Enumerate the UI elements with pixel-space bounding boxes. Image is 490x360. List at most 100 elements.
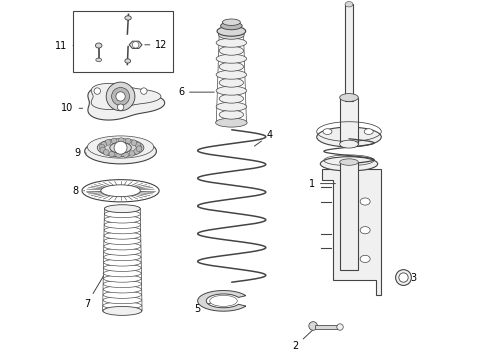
Ellipse shape bbox=[104, 226, 141, 234]
Ellipse shape bbox=[104, 232, 141, 239]
Ellipse shape bbox=[220, 22, 242, 30]
Circle shape bbox=[117, 104, 124, 111]
Ellipse shape bbox=[216, 118, 247, 127]
Bar bbox=[315, 325, 338, 329]
Ellipse shape bbox=[104, 211, 140, 218]
Ellipse shape bbox=[345, 1, 353, 7]
Ellipse shape bbox=[97, 139, 144, 157]
Ellipse shape bbox=[125, 59, 131, 63]
Ellipse shape bbox=[216, 54, 246, 63]
Ellipse shape bbox=[104, 243, 141, 250]
Ellipse shape bbox=[103, 270, 141, 277]
Ellipse shape bbox=[104, 253, 141, 261]
Ellipse shape bbox=[320, 157, 378, 171]
Circle shape bbox=[106, 82, 135, 111]
Ellipse shape bbox=[340, 94, 358, 102]
Ellipse shape bbox=[96, 43, 102, 48]
Ellipse shape bbox=[219, 78, 244, 87]
Ellipse shape bbox=[219, 62, 244, 71]
Text: 7: 7 bbox=[84, 276, 104, 309]
Circle shape bbox=[125, 138, 131, 144]
Ellipse shape bbox=[103, 291, 142, 298]
Ellipse shape bbox=[103, 286, 142, 293]
Ellipse shape bbox=[219, 94, 244, 103]
Polygon shape bbox=[197, 291, 246, 311]
Text: 10: 10 bbox=[61, 103, 83, 113]
Circle shape bbox=[103, 149, 109, 155]
Circle shape bbox=[99, 144, 105, 150]
Ellipse shape bbox=[317, 127, 381, 147]
Ellipse shape bbox=[104, 237, 141, 244]
Ellipse shape bbox=[85, 139, 156, 164]
Ellipse shape bbox=[96, 58, 101, 62]
Ellipse shape bbox=[103, 306, 142, 315]
Ellipse shape bbox=[216, 102, 246, 111]
Bar bbox=[340, 98, 358, 144]
Circle shape bbox=[135, 142, 141, 148]
Text: 4: 4 bbox=[254, 130, 272, 146]
Ellipse shape bbox=[216, 86, 246, 95]
Ellipse shape bbox=[222, 19, 240, 26]
Circle shape bbox=[116, 92, 125, 101]
Ellipse shape bbox=[103, 280, 141, 288]
Ellipse shape bbox=[103, 275, 141, 282]
Ellipse shape bbox=[104, 216, 141, 223]
Circle shape bbox=[136, 145, 142, 150]
Circle shape bbox=[119, 138, 124, 143]
Circle shape bbox=[131, 140, 137, 145]
Circle shape bbox=[101, 142, 107, 148]
Circle shape bbox=[399, 273, 408, 282]
Ellipse shape bbox=[210, 295, 237, 306]
Text: 5: 5 bbox=[194, 302, 212, 314]
Circle shape bbox=[105, 140, 111, 145]
Ellipse shape bbox=[104, 205, 140, 213]
Ellipse shape bbox=[103, 264, 141, 271]
Ellipse shape bbox=[219, 110, 244, 119]
Bar bbox=[340, 162, 358, 270]
Ellipse shape bbox=[323, 129, 332, 134]
Circle shape bbox=[94, 88, 100, 94]
Ellipse shape bbox=[104, 248, 141, 255]
Ellipse shape bbox=[340, 140, 358, 148]
Circle shape bbox=[111, 138, 117, 144]
Ellipse shape bbox=[125, 16, 131, 20]
Text: 1: 1 bbox=[309, 179, 336, 189]
Ellipse shape bbox=[110, 142, 131, 153]
Circle shape bbox=[112, 87, 129, 105]
Text: 12: 12 bbox=[145, 40, 168, 50]
Ellipse shape bbox=[104, 221, 141, 228]
Ellipse shape bbox=[360, 255, 370, 262]
Polygon shape bbox=[88, 86, 165, 120]
Text: 9: 9 bbox=[74, 148, 86, 158]
Ellipse shape bbox=[104, 259, 141, 266]
Ellipse shape bbox=[340, 159, 358, 165]
Bar bbox=[73, 12, 173, 72]
Ellipse shape bbox=[87, 136, 154, 158]
Ellipse shape bbox=[103, 297, 142, 304]
Circle shape bbox=[123, 152, 128, 157]
Circle shape bbox=[109, 151, 115, 157]
Polygon shape bbox=[129, 41, 142, 49]
Ellipse shape bbox=[101, 185, 140, 197]
Ellipse shape bbox=[360, 198, 370, 205]
Ellipse shape bbox=[103, 307, 142, 315]
Ellipse shape bbox=[216, 70, 246, 79]
Text: 2: 2 bbox=[292, 328, 315, 351]
Circle shape bbox=[395, 270, 412, 285]
Text: 11: 11 bbox=[55, 41, 74, 50]
Circle shape bbox=[134, 148, 140, 154]
Bar bbox=[345, 4, 353, 101]
Circle shape bbox=[114, 141, 127, 154]
Text: 6: 6 bbox=[178, 87, 214, 97]
Circle shape bbox=[116, 152, 122, 158]
Circle shape bbox=[100, 147, 106, 153]
Ellipse shape bbox=[103, 302, 142, 309]
Circle shape bbox=[129, 150, 135, 156]
Circle shape bbox=[337, 324, 343, 330]
Ellipse shape bbox=[216, 38, 246, 47]
Text: 3: 3 bbox=[403, 273, 416, 283]
Circle shape bbox=[141, 88, 147, 94]
Ellipse shape bbox=[217, 26, 245, 36]
Circle shape bbox=[309, 321, 318, 330]
Ellipse shape bbox=[82, 180, 159, 202]
